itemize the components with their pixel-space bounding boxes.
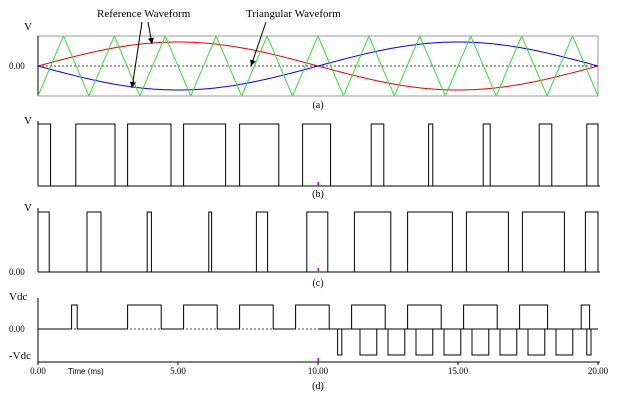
y-label-top: V [24,21,32,33]
series-reference_b [37,41,599,91]
y-label-bottom: -Vdc [9,350,31,362]
annotation-arrow [131,21,143,89]
panel-b-pwm-output: V (b) [24,115,600,200]
x-tick-label: 20.00 [588,366,609,376]
panel-caption: (c) [312,278,323,289]
y-label-zero: 0.00 [9,324,25,334]
negative-pulse-train [318,328,598,356]
midpoint-marker [317,268,319,272]
panel-caption: (d) [312,381,324,392]
y-label-zero: 0.00 [9,61,25,71]
y-label-top: V [24,202,32,214]
y-label-top: V [24,115,32,127]
x-tick-label: 5.00 [170,366,186,376]
annotation-arrowhead [250,59,256,66]
annotation-triangular-waveform: Triangular Waveform [246,8,341,20]
panel-caption: (b) [312,189,324,200]
annotation-arrowhead [148,37,154,44]
annotation-arrow [250,21,267,67]
panel-a-reference-carrier: V 0.00 (a) Reference Waveform Triangular Wav… [9,8,599,111]
series-carrier [37,34,599,97]
pulse-train [37,211,599,273]
x-tick-label: 10.00 [308,366,329,376]
panel-c-pwm-output: V 0.00 (c) [9,202,600,289]
y-label-top: Vdc [9,291,27,303]
x-tick-label: 15.00 [448,366,469,376]
annotation-reference-waveform: Reference Waveform [97,8,191,20]
midpoint-marker [317,182,319,186]
panel-caption: (a) [312,100,323,111]
positive-pulse-train [38,304,591,330]
panel-d-bipolar-output: Vdc 0.00 -Vdc 0.00 5.00 10.00 15.00 20.00 Time (… [9,291,609,392]
y-label-zero: 0.00 [9,267,25,277]
annotation-arrowhead [129,81,136,88]
pulse-train [37,123,599,187]
midpoint-marker [317,358,319,362]
x-axis-label: Time (ms) [68,367,104,376]
x-tick-label: 0.00 [30,366,46,376]
